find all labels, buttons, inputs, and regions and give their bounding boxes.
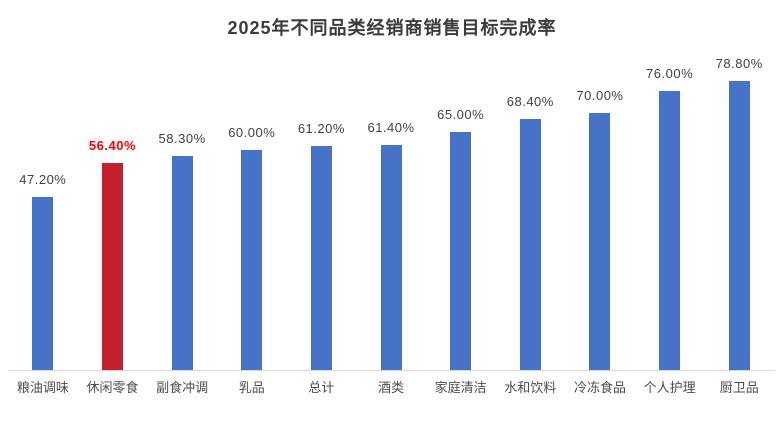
bar-column: 60.00%	[217, 0, 287, 370]
bar-value-label: 76.00%	[646, 66, 694, 81]
bar-value-label: 60.00%	[228, 125, 276, 140]
bar[interactable]	[519, 119, 541, 370]
bar-value-label: 61.20%	[297, 121, 345, 136]
bar[interactable]	[171, 156, 193, 370]
bar[interactable]	[310, 146, 332, 370]
bar[interactable]	[659, 91, 681, 370]
bar-column: 68.40%	[495, 0, 565, 370]
bar-column: 61.20%	[287, 0, 357, 370]
x-axis-label: 总计	[308, 380, 335, 395]
bar-value-label: 56.40%	[88, 138, 136, 153]
x-axis-label: 厨卫品	[719, 380, 759, 395]
x-axis-label: 休闲零食	[86, 380, 139, 395]
bar-column: 58.30%	[147, 0, 217, 370]
x-axis-label: 冷冻食品	[573, 380, 626, 395]
bar-value-label: 65.00%	[437, 107, 485, 122]
bar[interactable]	[241, 150, 263, 370]
bar-value-label: 47.20%	[19, 172, 67, 187]
bar-highlighted[interactable]	[101, 163, 123, 370]
bar[interactable]	[728, 81, 750, 370]
x-axis-label: 个人护理	[643, 380, 696, 395]
bar[interactable]	[32, 197, 54, 370]
bar-value-label: 58.30%	[158, 131, 206, 146]
bar[interactable]	[380, 145, 402, 370]
bar-column: 76.00%	[635, 0, 705, 370]
bar-value-label: 68.40%	[506, 94, 554, 109]
x-axis-label: 家庭清洁	[434, 380, 487, 395]
bar-column: 56.40%	[78, 0, 148, 370]
bar-column: 78.80%	[704, 0, 774, 370]
x-axis-line	[8, 370, 774, 371]
x-axis-label: 乳品	[238, 380, 265, 395]
bar[interactable]	[450, 132, 472, 370]
plot-area: 47.20% 56.40% 58.30% 60.00% 61.20% 61.40% 65.0…	[8, 0, 774, 370]
bar-value-label: 70.00%	[576, 88, 624, 103]
bar[interactable]	[589, 113, 611, 370]
bar-column: 70.00%	[565, 0, 635, 370]
bar-column: 47.20%	[8, 0, 78, 370]
bar-value-label: 61.40%	[367, 120, 415, 135]
bar-column: 61.40%	[356, 0, 426, 370]
x-axis-label: 副食冲调	[156, 380, 209, 395]
bar-column: 65.00%	[426, 0, 496, 370]
x-axis-label: 水和饮料	[504, 380, 557, 395]
chart-title: 2025年不同品类经销商销售目标完成率	[227, 18, 557, 38]
x-axis-label: 酒类	[378, 380, 405, 395]
bar-value-label: 78.80%	[715, 56, 763, 71]
x-axis-labels: 粮油调味 休闲零食 副食冲调 乳品 总计 酒类 家庭清洁 水和饮料 冷冻食品 个人护理 厨卫品	[8, 377, 774, 396]
x-axis-label: 粮油调味	[16, 380, 69, 395]
